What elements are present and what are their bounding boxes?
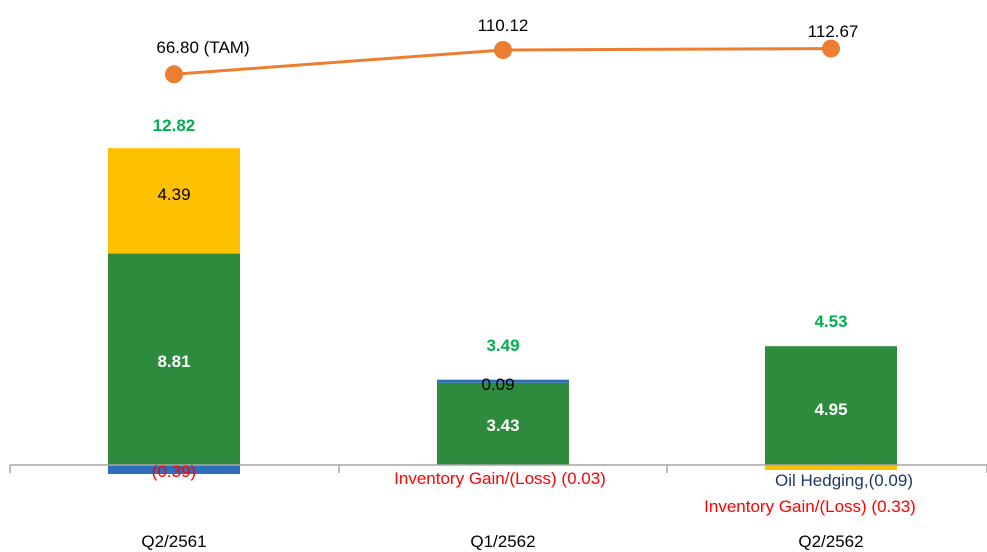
- segment-label-yellow-2: Oil Hedging,(0.09): [775, 471, 913, 490]
- bar-blue-0: [108, 465, 240, 474]
- segment-label-yellow-0: 4.39: [157, 185, 190, 204]
- bar-green-0: [108, 253, 240, 465]
- x-tick-label-0: Q2/2561: [141, 532, 206, 551]
- bars-layer: [108, 148, 897, 474]
- bar-blue-1: [437, 379, 569, 383]
- line-series: [165, 39, 840, 84]
- segment-label-green-0: 8.81: [157, 352, 190, 371]
- x-tick-label-1: Q1/2562: [470, 532, 535, 551]
- inventory-label-1: Inventory Gain/(Loss) (0.03): [394, 469, 606, 488]
- segment-label-green-2: 4.95: [814, 400, 847, 419]
- line-label-1: 110.12: [478, 16, 529, 35]
- line-label-0: 66.80 (TAM): [156, 38, 249, 57]
- x-tick-label-2: Q2/2562: [798, 532, 863, 551]
- bar-yellow-2: [765, 465, 897, 470]
- bar-yellow-0: [108, 148, 240, 254]
- line-point-1: [494, 41, 512, 59]
- inventory-label-2: Inventory Gain/(Loss) (0.33): [704, 497, 916, 516]
- x-axis: Q2/2561 Q1/2562 Q2/2562: [9, 464, 987, 551]
- bar-green-1: [437, 382, 569, 465]
- line-point-0: [165, 65, 183, 84]
- segment-label-blue-1: 0.09: [481, 375, 514, 394]
- line-point-2: [822, 39, 840, 58]
- bar-green-2: [765, 346, 897, 465]
- segment-label-blue-0: (0.39): [152, 462, 196, 481]
- total-label-1: 3.49: [486, 336, 519, 355]
- labels-layer: 66.80 (TAM) 110.12 112.67 12.82 3.49 4.53 8.81…: [152, 16, 916, 516]
- segment-label-green-1: 3.43: [486, 416, 519, 435]
- total-label-2: 4.53: [814, 312, 847, 331]
- line-label-2: 112.67: [808, 22, 859, 41]
- total-label-0: 12.82: [153, 116, 196, 135]
